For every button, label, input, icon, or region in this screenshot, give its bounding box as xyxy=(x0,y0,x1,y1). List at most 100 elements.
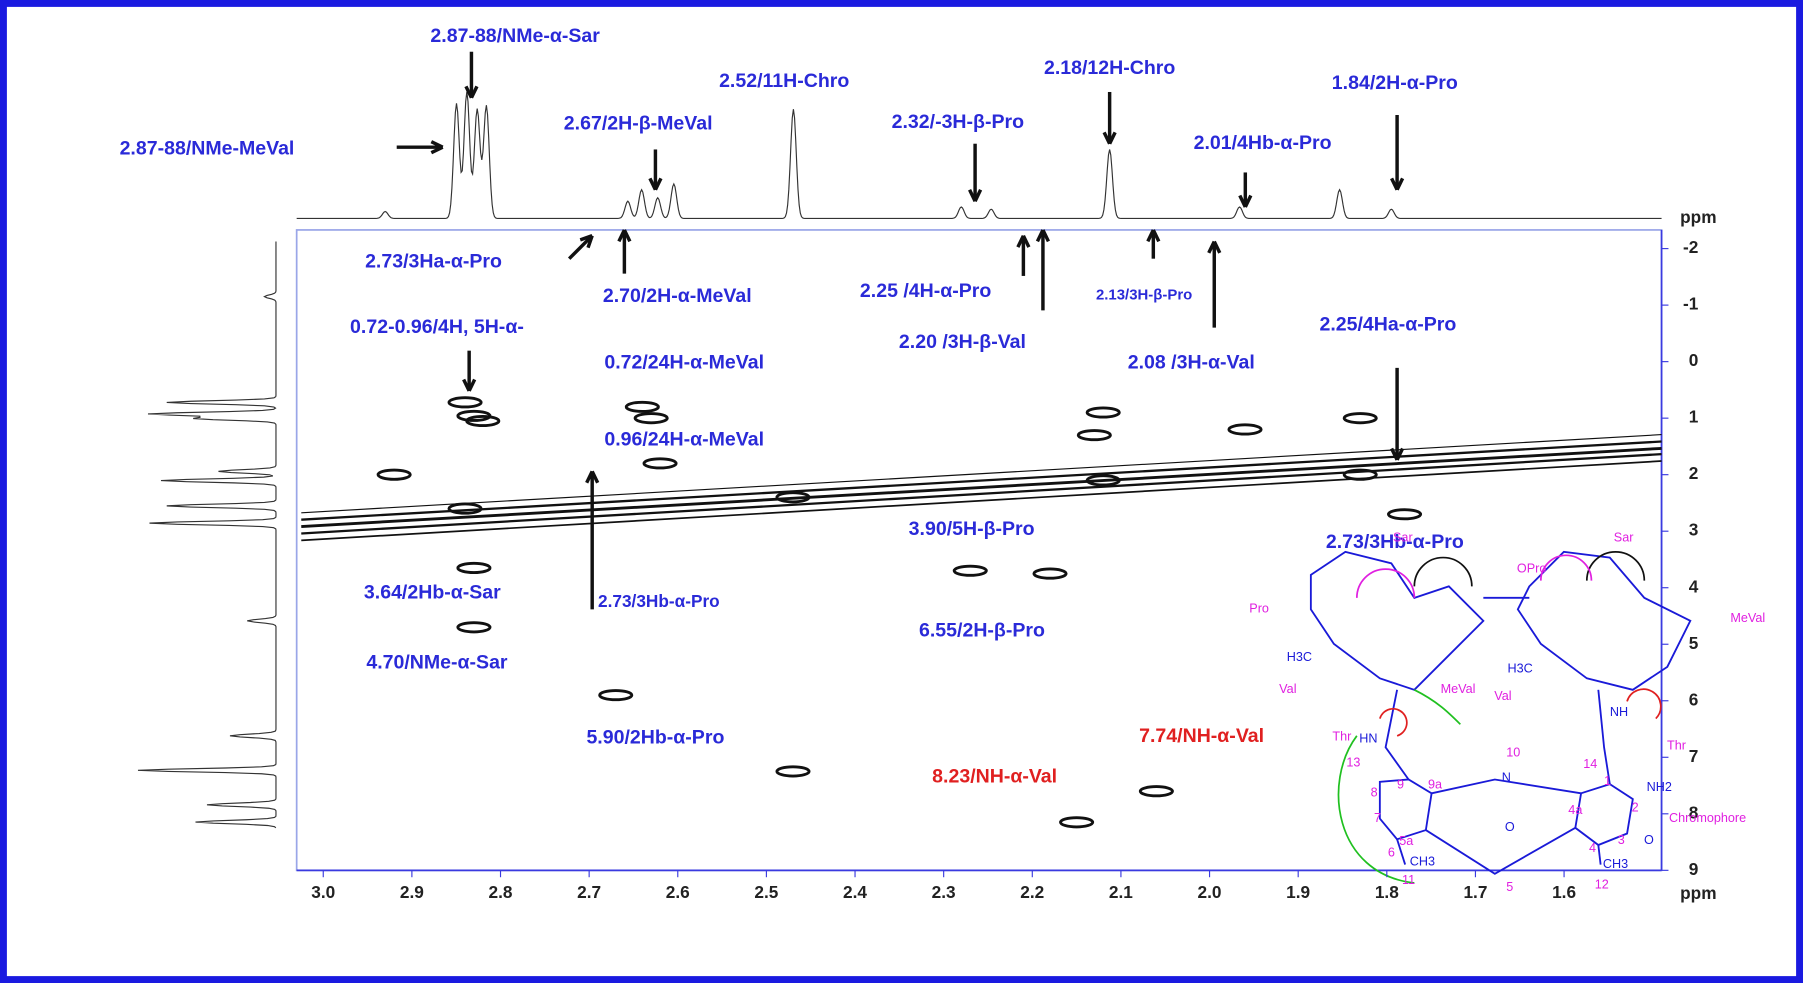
cross-peak xyxy=(642,457,678,470)
annotation: 3.90/5H-β-Pro xyxy=(909,518,1035,540)
cross-peak xyxy=(1076,429,1112,442)
arrow-head xyxy=(430,140,444,155)
structure-label: 2 xyxy=(1632,801,1639,815)
y-tick-label: 9 xyxy=(1689,859,1699,879)
cross-peak xyxy=(1085,406,1121,419)
annotation: 2.32/-3H-β-Pro xyxy=(892,111,1024,133)
structure-label: H3C xyxy=(1507,661,1532,675)
x-axis-label: ppm xyxy=(1680,883,1716,903)
structure-label: 6 xyxy=(1388,845,1395,859)
cross-peak xyxy=(1059,816,1095,829)
structure-label: 10 xyxy=(1506,745,1520,759)
annotation: 2.73/3Ha-α-Pro xyxy=(365,250,502,272)
structure-label: MeVal xyxy=(1441,682,1476,696)
annotation: 2.18/12H-Chro xyxy=(1044,57,1175,79)
structure-label: Chromophore xyxy=(1669,811,1746,825)
arrow-head xyxy=(968,189,983,202)
x-tick-label: 1.9 xyxy=(1286,882,1310,902)
annotation: 2.25/4Ha-α-Pro xyxy=(1319,314,1456,336)
annotation: 2.87-88/NMe-α-Sar xyxy=(430,25,600,47)
structure-label: CH3 xyxy=(1410,855,1435,869)
structure-label: Sar xyxy=(1393,530,1413,544)
structure-label: Sar xyxy=(1614,530,1634,544)
arrow-head xyxy=(1238,194,1253,208)
annotation: 2.01/4Hb-α-Pro xyxy=(1194,132,1332,154)
annotation: 6.55/2H-β-Pro xyxy=(919,619,1045,641)
structure-label: 5a xyxy=(1399,834,1414,848)
cross-peak xyxy=(775,491,811,504)
x-tick-label: 1.8 xyxy=(1375,882,1399,902)
cross-peak xyxy=(1342,468,1378,481)
cross-peak xyxy=(456,561,492,574)
structure-label: 14 xyxy=(1583,757,1597,771)
structure-label: Val xyxy=(1279,682,1296,696)
y-axis-label: ppm xyxy=(1680,207,1716,227)
structure-label: OPro xyxy=(1517,561,1546,575)
x-tick-label: 2.5 xyxy=(754,882,778,902)
structure-label: 9a xyxy=(1428,778,1443,792)
x-tick-label: 2.2 xyxy=(1020,882,1044,902)
arrow-head xyxy=(617,229,632,243)
y-tick-label: 7 xyxy=(1689,746,1699,766)
structure-label: 8 xyxy=(1371,786,1378,800)
cross-peak xyxy=(1085,474,1121,487)
structure-label: 4 xyxy=(1589,841,1596,855)
structure-label: 5 xyxy=(1506,880,1513,894)
y-tick-label: 1 xyxy=(1689,407,1699,427)
y-tick-label: -1 xyxy=(1683,294,1699,314)
arrow-head xyxy=(648,177,663,191)
structure-label: O xyxy=(1644,833,1654,847)
cross-peak xyxy=(447,502,483,515)
y-tick-label: 6 xyxy=(1689,689,1699,709)
x-tick-label: 2.4 xyxy=(843,882,867,902)
annotation: 2.13/3H-β-Pro xyxy=(1096,286,1192,303)
annotation: 2.20 /3H-β-Val xyxy=(899,331,1026,353)
structure-label: 12 xyxy=(1595,878,1609,892)
cross-peak xyxy=(598,689,634,702)
arrow-head xyxy=(464,85,479,99)
y-tick-label: 0 xyxy=(1689,350,1699,370)
structure xyxy=(1309,550,1692,875)
annotation: 8.23/NH-α-Val xyxy=(932,765,1057,787)
y-tick-label: 3 xyxy=(1689,520,1699,540)
arrow-head xyxy=(462,378,477,392)
annotation: 2.73/3Hb-α-Pro xyxy=(598,591,720,611)
x-tick-label: 3.0 xyxy=(311,882,335,902)
x-tick-label: 2.8 xyxy=(489,882,513,902)
structure-label: Val xyxy=(1494,689,1511,703)
y-tick-label: 2 xyxy=(1689,463,1699,483)
x-tick-label: 1.7 xyxy=(1463,882,1487,902)
structure-label: Pro xyxy=(1249,602,1269,616)
annotation: 2.25 /4H-α-Pro xyxy=(860,280,991,302)
cross-peaks xyxy=(376,396,1423,829)
x-tick-label: 2.1 xyxy=(1109,882,1133,902)
annotation: 2.70/2H-α-MeVal xyxy=(603,285,752,307)
cross-peak xyxy=(952,564,988,577)
annotation: 2.67/2H-β-MeVal xyxy=(564,112,713,134)
cross-peak xyxy=(633,412,669,425)
left-projection xyxy=(137,241,277,829)
cross-peak xyxy=(1227,423,1263,436)
arrow-head xyxy=(585,470,600,484)
annotation: 2.08 /3H-α-Val xyxy=(1128,351,1255,373)
annotation: 5.90/2Hb-α-Pro xyxy=(586,726,724,748)
y-tick-label: -2 xyxy=(1683,237,1698,257)
top-projection xyxy=(296,91,1662,220)
annotation: 2.73/3Hb-α-Pro xyxy=(1326,531,1464,553)
cross-peak xyxy=(1342,412,1378,425)
cross-peak xyxy=(456,621,492,634)
annotation: 2.87-88/NMe-MeVal xyxy=(120,138,295,160)
diagonal xyxy=(301,434,1662,542)
cross-peak xyxy=(1032,567,1068,580)
x-tick-label: 2.0 xyxy=(1198,882,1222,902)
x-tick-label: 2.3 xyxy=(932,882,956,902)
annotation: 7.74/NH-α-Val xyxy=(1139,725,1264,747)
y-tick-label: 4 xyxy=(1689,576,1699,596)
cross-peak xyxy=(624,400,660,413)
x-tick-label: 2.7 xyxy=(577,882,601,902)
arrow-head xyxy=(1016,234,1031,248)
x-tick-label: 2.6 xyxy=(666,882,690,902)
